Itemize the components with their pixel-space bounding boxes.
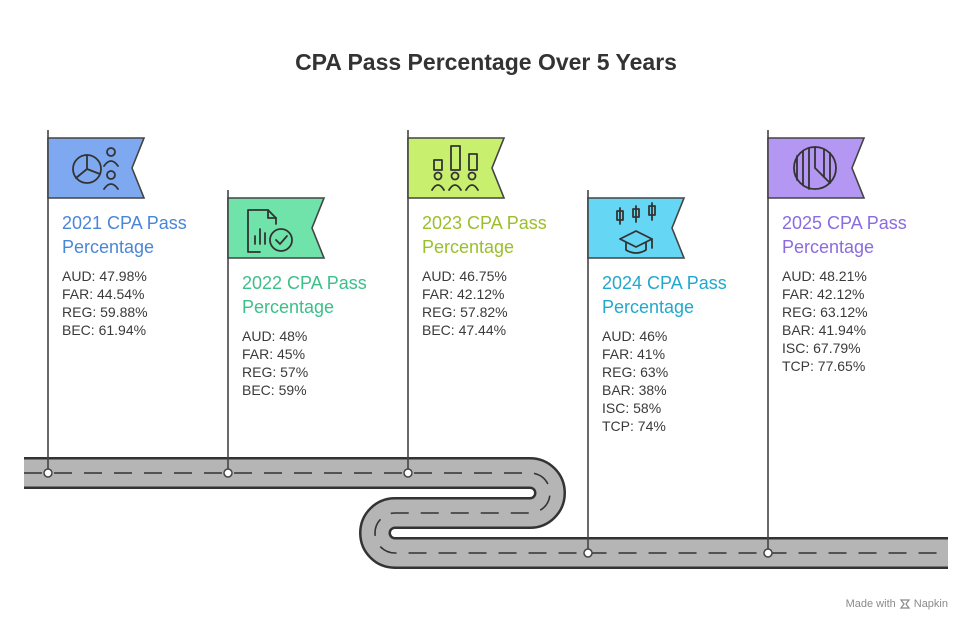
stat-line: REG: 57%	[242, 364, 309, 380]
milestone-stats: AUD: 48.21% FAR: 42.12% REG: 63.12% BAR: 41…	[782, 267, 947, 375]
milestone-2024: 2024 CPA Pass Percentage AUD: 46% FAR: 41…	[602, 271, 767, 435]
stat-line: AUD: 46.75%	[422, 268, 507, 284]
napkin-logo-icon	[899, 599, 910, 609]
milestone-title: 2025 CPA Pass Percentage	[782, 213, 907, 257]
footer-brand: Napkin	[913, 598, 948, 610]
document-chart-check-icon	[247, 209, 293, 253]
page-title: CPA Pass Percentage Over 5 Years	[295, 49, 677, 75]
stat-line: ISC: 67.79%	[782, 340, 861, 356]
marker-2023	[403, 468, 413, 478]
flag-2024	[587, 197, 686, 259]
milestone-2025: 2025 CPA Pass Percentage AUD: 48.21% FAR:…	[782, 211, 947, 375]
milestone-title: 2024 CPA Pass Percentage	[602, 273, 727, 317]
stat-line: FAR: 42.12%	[422, 286, 505, 302]
stat-line: FAR: 45%	[242, 346, 306, 362]
stat-line: AUD: 46%	[602, 328, 668, 344]
marker-2025	[763, 548, 773, 558]
milestone-stats: AUD: 46% FAR: 41% REG: 63% BAR: 38% ISC: 58%…	[602, 327, 767, 435]
stat-line: AUD: 48.21%	[782, 268, 867, 284]
stat-line: REG: 59.88%	[62, 304, 148, 320]
milestone-stats: AUD: 47.98% FAR: 44.54% REG: 59.88% BEC: 61…	[62, 267, 227, 339]
milestone-title: 2023 CPA Pass Percentage	[422, 213, 547, 257]
milestone-stats: AUD: 48% FAR: 45% REG: 57% BEC: 59%	[242, 327, 407, 399]
stat-line: FAR: 41%	[602, 346, 666, 362]
stat-line: TCP: 77.65%	[782, 358, 866, 374]
footer-made-with: Made with	[845, 598, 896, 610]
stat-line: AUD: 47.98%	[62, 268, 147, 284]
marker-2022	[223, 468, 233, 478]
bar-chart-audience-icon	[431, 145, 479, 191]
marker-2021	[43, 468, 53, 478]
marker-2024	[583, 548, 593, 558]
stat-line: REG: 57.82%	[422, 304, 508, 320]
flag-2022	[227, 197, 326, 259]
stat-line: BEC: 61.94%	[62, 322, 147, 338]
stat-line: FAR: 42.12%	[782, 286, 865, 302]
pie-chart-people-icon	[72, 147, 119, 190]
stat-line: BEC: 47.44%	[422, 322, 507, 338]
milestone-2021: 2021 CPA Pass Percentage AUD: 47.98% FAR:…	[62, 211, 227, 339]
milestone-2022: 2022 CPA Pass Percentage AUD: 48% FAR: 45…	[242, 271, 407, 399]
striped-pie-icon	[793, 146, 837, 190]
milestone-stats: AUD: 46.75% FAR: 42.12% REG: 57.82% BEC: 47…	[422, 267, 587, 339]
stat-line: ISC: 58%	[602, 400, 662, 416]
milestone-title: 2021 CPA Pass Percentage	[62, 213, 187, 257]
stat-line: BAR: 38%	[602, 382, 667, 398]
stat-line: REG: 63.12%	[782, 304, 868, 320]
footer-attribution: Made with Napkin	[846, 598, 948, 610]
road-lane-markings	[24, 472, 948, 554]
stat-line: BAR: 41.94%	[782, 322, 867, 338]
stat-line: AUD: 48%	[242, 328, 308, 344]
candlestick-graduation-cap-icon	[616, 202, 656, 254]
stat-line: REG: 63%	[602, 364, 669, 380]
stat-line: FAR: 44.54%	[62, 286, 145, 302]
milestone-title: 2022 CPA Pass Percentage	[242, 273, 367, 317]
milestone-2023: 2023 CPA Pass Percentage AUD: 46.75% FAR:…	[422, 211, 587, 339]
stat-line: TCP: 74%	[602, 418, 666, 434]
stat-line: BEC: 59%	[242, 382, 307, 398]
flag-2021	[47, 137, 146, 199]
flag-2023	[407, 137, 506, 199]
